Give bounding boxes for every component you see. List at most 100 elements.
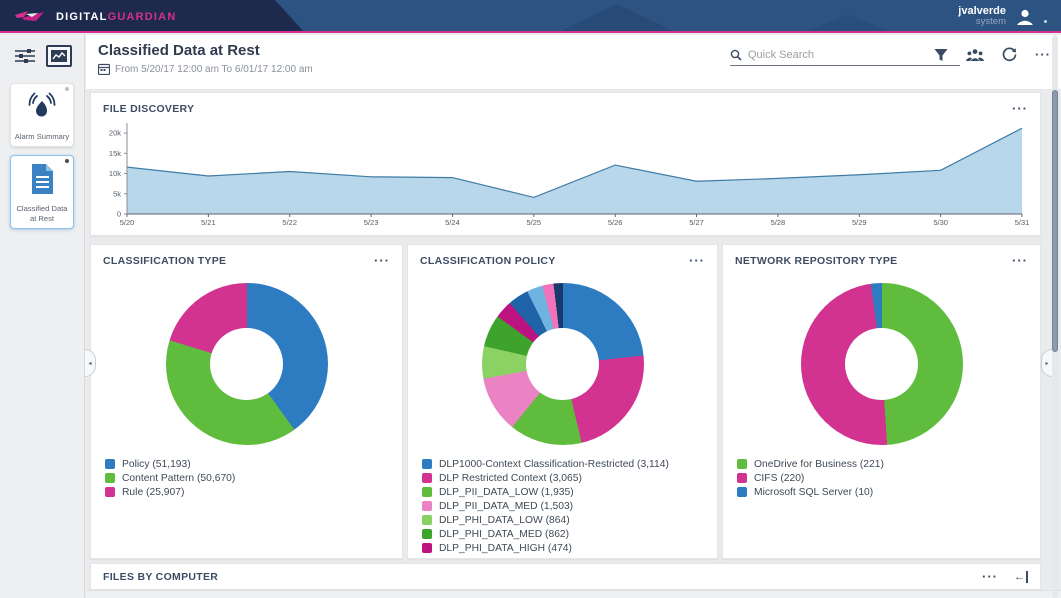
date-range-control[interactable]: From 5/20/17 12:00 am To 6/01/17 12:00 a… (98, 63, 313, 75)
classification-policy-legend: DLP1000-Context Classification-Restricte… (422, 457, 709, 555)
user-menu[interactable]: jvalverde system (958, 0, 1047, 31)
avatar-icon[interactable] (1015, 7, 1035, 27)
legend-item[interactable]: Policy (51,193) (105, 457, 394, 471)
panel-title: NETWORK REPOSITORY TYPE (735, 254, 898, 267)
legend-label: Microsoft SQL Server (10) (754, 486, 874, 498)
legend-swatch (737, 459, 747, 469)
svg-text:5/28: 5/28 (771, 218, 786, 227)
svg-text:0: 0 (117, 210, 121, 219)
search-icon (730, 49, 742, 61)
svg-text:5/31: 5/31 (1015, 218, 1030, 227)
legend-swatch (105, 459, 115, 469)
user-group-icon (966, 48, 984, 61)
legend-label: DLP Restricted Context (3,065) (439, 472, 582, 484)
legend-label: OneDrive for Business (221) (754, 458, 884, 470)
legend-item[interactable]: Content Pattern (50,670) (105, 471, 394, 485)
sliders-icon (15, 49, 35, 63)
brand-word-guardian: GUARDIAN (107, 10, 177, 23)
left-sidebar: Alarm Summary Classified Data at Rest (0, 35, 85, 598)
legend-swatch (422, 543, 432, 553)
user-role: system (975, 16, 1006, 28)
file-discovery-panel: FILE DISCOVERY ··· 0 5k 10k 15k 20k 5/20 5/21 5… (90, 92, 1041, 236)
panel-more-options-icon[interactable]: ··· (982, 569, 998, 584)
legend-swatch (105, 487, 115, 497)
legend-label: Rule (25,907) (122, 486, 185, 498)
file-discovery-area-chart[interactable]: 0 5k 10k 15k 20k 5/20 5/21 5/22 5/23 5/24 5/25 5/26… (97, 118, 1032, 230)
top-header-bar: DIGITALGUARDIAN jvalverde system (0, 0, 1061, 33)
legend-swatch (422, 501, 432, 511)
legend-item[interactable]: DLP_PII_DATA_LOW (1,935) (422, 485, 709, 499)
vertical-scrollbar-thumb[interactable] (1052, 90, 1058, 352)
search-input[interactable] (748, 49, 944, 61)
panel-more-options-icon[interactable]: ··· (689, 253, 705, 268)
svg-text:10k: 10k (109, 169, 121, 178)
legend-item[interactable]: DLP_PHI_DATA_LOW (864) (422, 513, 709, 527)
svg-text:5/21: 5/21 (201, 218, 216, 227)
quick-search (730, 49, 960, 66)
brand-wing-icon (15, 10, 44, 21)
legend-item[interactable]: CIFS (220) (737, 471, 1032, 485)
legend-label: CIFS (220) (754, 472, 805, 484)
panel-title: CLASSIFICATION TYPE (103, 254, 227, 267)
legend-item[interactable]: Rule (25,907) (105, 485, 394, 499)
panel-title: FILE DISCOVERY (103, 102, 195, 115)
svg-text:5/24: 5/24 (445, 218, 460, 227)
legend-item[interactable]: DLP_PHI_DATA_MED (862) (422, 527, 709, 541)
page-title: Classified Data at Rest (98, 42, 260, 59)
right-rail-collapse-handle[interactable]: ▸ (1041, 349, 1052, 377)
legend-item[interactable]: DLP1000-Context Classification-Restricte… (422, 457, 709, 471)
files-by-computer-panel: FILES BY COMPUTER ··· ← (90, 563, 1041, 590)
network-repository-legend: OneDrive for Business (221) CIFS (220) Mic… (737, 457, 1032, 499)
svg-text:15k: 15k (109, 149, 121, 158)
svg-text:5/27: 5/27 (689, 218, 704, 227)
share-users-button[interactable] (966, 48, 984, 62)
legend-label: DLP_PHI_DATA_MED (862) (439, 528, 570, 540)
toolbar-more-options-icon[interactable]: ··· (1035, 47, 1051, 62)
expand-panel-icon[interactable]: ← (1014, 570, 1028, 583)
user-menu-caret-icon (1044, 20, 1047, 23)
brand-area[interactable]: DIGITALGUARDIAN (0, 0, 305, 31)
filters-sliders-button[interactable] (12, 45, 38, 67)
panel-more-options-icon[interactable]: ··· (1012, 101, 1028, 116)
card-status-dot (65, 87, 69, 91)
panel-title: CLASSIFICATION POLICY (420, 254, 556, 267)
header-decor-triangle (800, 14, 896, 31)
network-repository-type-panel: NETWORK REPOSITORY TYPE ··· OneDrive for… (722, 244, 1041, 559)
legend-item[interactable]: OneDrive for Business (221) (737, 457, 1032, 471)
sidebar-item-alarm-summary[interactable]: Alarm Summary (10, 83, 74, 148)
sidebar-item-classified-data-at-rest[interactable]: Classified Data at Rest (10, 155, 74, 230)
legend-item[interactable]: DLP_PII_DATA_MED (1,503) (422, 499, 709, 513)
panel-more-options-icon[interactable]: ··· (374, 253, 390, 268)
classification-type-panel: CLASSIFICATION TYPE ··· Policy (51,193) C… (90, 244, 403, 559)
legend-item[interactable]: DLP_PHI_DATA_HIGH (474) (422, 541, 709, 555)
panel-more-options-icon[interactable]: ··· (1012, 253, 1028, 268)
legend-swatch (737, 487, 747, 497)
alarm-icon (28, 92, 56, 117)
classification-type-donut-chart[interactable] (165, 283, 328, 445)
legend-label: DLP_PHI_DATA_HIGH (474) (439, 542, 572, 554)
legend-swatch (105, 473, 115, 483)
document-icon (32, 164, 53, 195)
brand-wordmark: DIGITALGUARDIAN (56, 11, 176, 23)
classification-policy-donut-chart[interactable] (481, 283, 644, 445)
reports-view-button[interactable] (46, 45, 72, 67)
legend-swatch (422, 487, 432, 497)
legend-swatch (422, 515, 432, 525)
legend-item[interactable]: DLP Restricted Context (3,065) (422, 471, 709, 485)
network-repository-donut-chart[interactable] (800, 283, 963, 445)
filter-button[interactable] (934, 48, 948, 62)
legend-label: DLP1000-Context Classification-Restricte… (439, 458, 669, 470)
legend-swatch (737, 473, 747, 483)
svg-text:5k: 5k (113, 189, 121, 198)
card-status-dot (65, 159, 69, 164)
date-range-text: From 5/20/17 12:00 am To 6/01/17 12:00 a… (115, 63, 313, 75)
classification-type-legend: Policy (51,193) Content Pattern (50,670) R… (105, 457, 394, 499)
page-toolbar: Classified Data at Rest From 5/20/17 12:… (86, 35, 1061, 90)
legend-swatch (422, 529, 432, 539)
calendar-icon (98, 63, 110, 75)
legend-label: DLP_PII_DATA_LOW (1,935) (439, 486, 574, 498)
refresh-icon (1002, 47, 1017, 62)
legend-swatch (422, 459, 432, 469)
legend-item[interactable]: Microsoft SQL Server (10) (737, 485, 1032, 499)
refresh-button[interactable] (1002, 47, 1017, 62)
